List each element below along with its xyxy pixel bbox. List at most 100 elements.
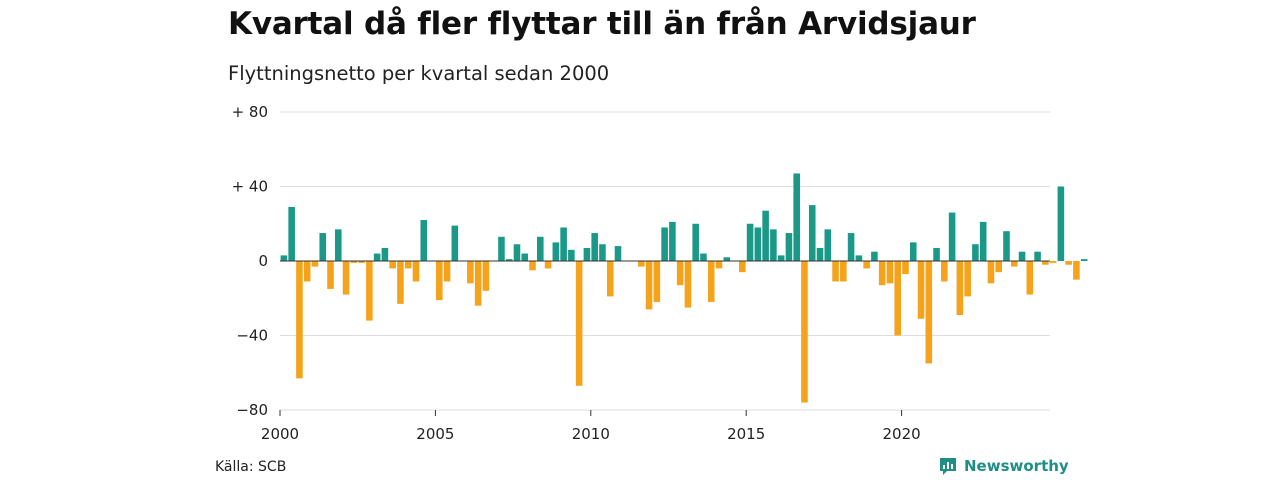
bar — [482, 261, 490, 291]
bar — [451, 225, 459, 261]
bar — [909, 242, 917, 262]
bar — [972, 244, 979, 261]
x-tick-label: 2005 — [416, 425, 454, 443]
brand-name: Newsworthy — [964, 457, 1069, 475]
bar — [808, 205, 816, 262]
bar — [801, 261, 808, 403]
bar — [878, 261, 886, 286]
bar — [1003, 231, 1010, 261]
y-axis-ticks: + 80 + 40 0 −40 −80 — [232, 103, 268, 419]
bar — [995, 261, 1003, 273]
bar — [552, 242, 560, 262]
bar — [785, 233, 793, 261]
bar — [645, 261, 653, 310]
bars — [280, 173, 1088, 403]
bar — [855, 255, 863, 261]
bar — [1080, 259, 1088, 261]
bar — [902, 261, 909, 275]
bar — [311, 261, 319, 267]
bar — [777, 255, 785, 261]
bar — [568, 249, 575, 261]
x-axis-ticks: 2000 2005 2010 2015 2020 — [261, 410, 921, 443]
x-tick-label: 2015 — [727, 425, 765, 443]
bar — [467, 261, 474, 284]
bar — [754, 227, 762, 261]
bar — [894, 261, 901, 336]
bar — [700, 253, 707, 261]
bar — [397, 261, 404, 304]
bar — [319, 233, 327, 261]
bar — [832, 261, 839, 282]
bar — [1026, 261, 1034, 295]
y-tick-label: 0 — [258, 252, 268, 270]
bar — [676, 261, 684, 286]
bar — [288, 206, 295, 261]
bar — [770, 229, 777, 261]
bar — [1034, 251, 1041, 261]
bar — [505, 259, 513, 261]
bar — [692, 223, 699, 261]
bar — [614, 246, 622, 261]
bar — [793, 173, 800, 261]
bar — [606, 261, 614, 297]
bar — [342, 261, 350, 295]
brand: Newsworthy — [938, 456, 1069, 476]
bar — [723, 257, 731, 261]
source-note: Källa: SCB — [215, 459, 287, 475]
bar — [715, 261, 723, 269]
bar — [521, 253, 529, 261]
bar — [863, 261, 870, 269]
bar — [684, 261, 692, 308]
bar — [1010, 261, 1018, 267]
bar — [956, 261, 964, 316]
bar — [886, 261, 894, 284]
bar — [327, 261, 334, 289]
bar — [653, 261, 661, 302]
bar — [420, 220, 428, 261]
y-tick-label: + 40 — [232, 178, 268, 196]
bar — [498, 236, 505, 261]
bar — [1042, 261, 1049, 265]
bar — [575, 261, 583, 386]
bar — [296, 261, 303, 379]
bar — [303, 261, 311, 282]
bar — [389, 261, 396, 269]
bar — [280, 255, 288, 261]
bar — [373, 253, 381, 261]
bar — [599, 244, 606, 261]
chart-subtitle: Flyttningsnetto per kvartal sedan 2000 — [228, 62, 610, 85]
bar — [638, 261, 645, 267]
bar — [871, 251, 878, 261]
bar — [366, 261, 373, 321]
bar — [917, 261, 925, 319]
bar — [925, 261, 933, 364]
bar — [964, 261, 971, 297]
gridlines — [280, 111, 1050, 411]
bar — [1057, 186, 1065, 261]
bar — [443, 261, 451, 282]
bar — [1073, 261, 1080, 280]
bar — [537, 236, 544, 261]
bar — [544, 261, 552, 269]
bar — [933, 247, 940, 261]
bar — [816, 247, 824, 261]
bar — [1018, 251, 1026, 261]
bar — [987, 261, 995, 284]
bar — [661, 227, 668, 261]
bar — [350, 261, 358, 263]
bar — [707, 261, 715, 302]
bar — [334, 229, 342, 261]
bar — [948, 212, 956, 261]
bar — [739, 261, 746, 273]
bar — [381, 247, 389, 261]
bar — [979, 221, 987, 261]
x-tick-label: 2020 — [883, 425, 921, 443]
y-tick-label: −80 — [236, 401, 268, 419]
bar — [824, 229, 832, 261]
bar — [762, 210, 769, 261]
bar — [746, 223, 754, 261]
y-tick-label: −40 — [236, 327, 268, 345]
bar — [941, 261, 948, 282]
newsworthy-logo-icon — [940, 458, 956, 475]
